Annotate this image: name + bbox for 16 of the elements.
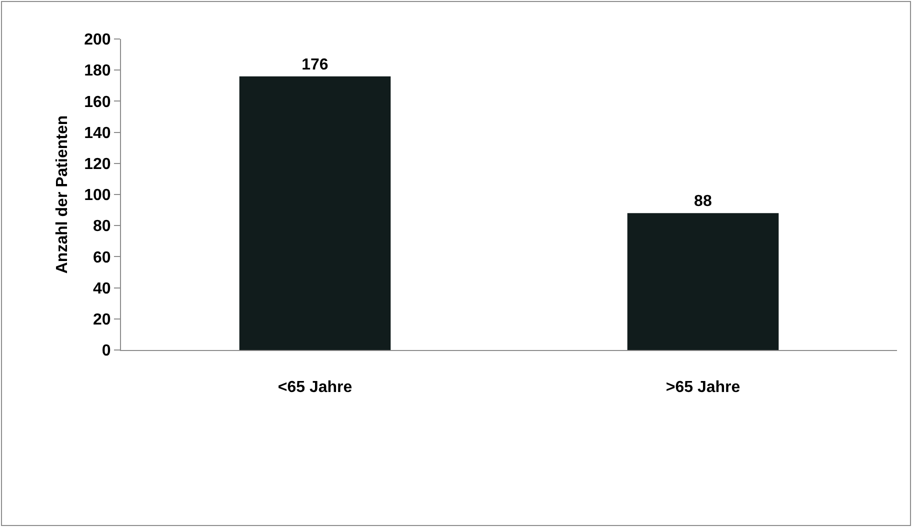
y-tick-label: 200 xyxy=(84,32,111,49)
y-tick-label: 140 xyxy=(84,124,111,142)
y-tick-label: 60 xyxy=(93,249,111,266)
x-tick-label: <65 Jahre xyxy=(278,379,352,396)
y-axis-title: Anzahl der Patienten xyxy=(54,115,71,274)
y-tick-label: 120 xyxy=(84,156,111,173)
y-tick-label: 160 xyxy=(84,94,111,111)
x-tick-label: >65 Jahre xyxy=(666,379,740,396)
y-tick-label: 0 xyxy=(102,342,111,360)
y-tick-label: 80 xyxy=(93,218,111,236)
data-label: 176 xyxy=(302,56,328,74)
y-tick-label: 180 xyxy=(84,62,111,80)
y-tick-label: 20 xyxy=(93,312,111,328)
y-tick-label: 40 xyxy=(93,280,111,298)
y-tick-label: 100 xyxy=(84,187,111,204)
data-label: 88 xyxy=(694,193,712,210)
